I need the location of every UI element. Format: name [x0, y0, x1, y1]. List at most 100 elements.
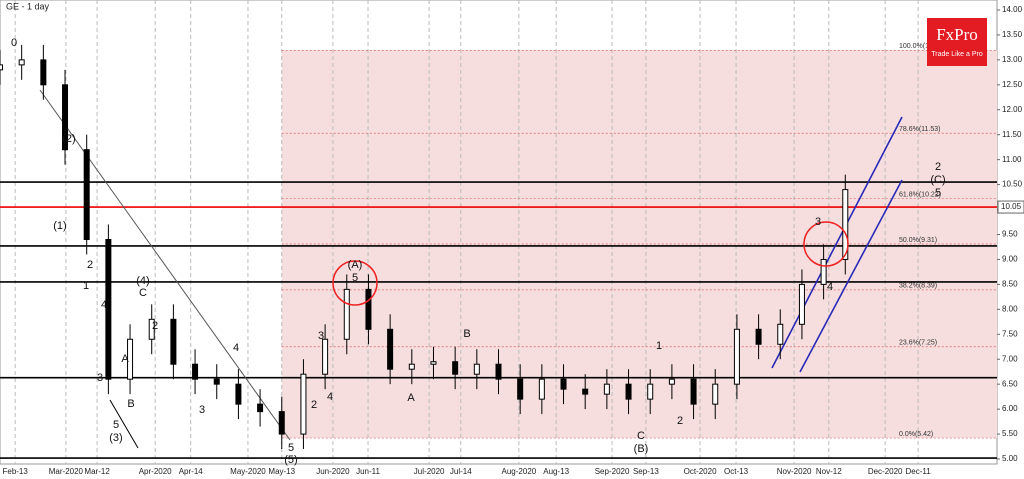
- wave-label: 0: [11, 37, 17, 49]
- trend-line: [39, 89, 291, 441]
- fib-label: 78.6%(11.53): [899, 126, 941, 133]
- x-tick-label: Mar-12: [84, 467, 110, 476]
- x-tick-label: Mar-2020: [49, 467, 84, 476]
- wave-label: 5: [113, 419, 119, 431]
- highlight-circle: [332, 260, 378, 306]
- candle-body: [712, 383, 719, 405]
- y-tick-label: 6.50: [1002, 379, 1018, 388]
- fib-label: 38.2%(8.39): [899, 283, 937, 290]
- candle-body: [430, 361, 437, 365]
- candle-body: [170, 318, 177, 365]
- candle-body: [300, 373, 307, 435]
- y-tick-label: 7.50: [1002, 329, 1018, 338]
- y-tick-label: 8.50: [1002, 279, 1018, 288]
- x-tick-label: Sep-2020: [595, 467, 630, 476]
- wave-label: 3: [199, 404, 205, 416]
- arrow-line: [109, 399, 139, 449]
- wave-label: 1: [83, 280, 89, 292]
- wave-label: 4: [827, 281, 833, 293]
- x-tick-label: May-2020: [230, 467, 266, 476]
- wave-label: C: [637, 430, 645, 442]
- wave-label: (5): [284, 454, 297, 466]
- x-tick-label: Aug-13: [543, 467, 569, 476]
- x-tick-label: Jun-11: [356, 467, 380, 476]
- candle-body: [733, 328, 740, 385]
- candle-body: [343, 288, 350, 340]
- fib-label: 23.6%(7.25): [899, 340, 937, 347]
- x-tick-label: Oct-2020: [684, 467, 717, 476]
- y-tick-label: 8.00: [1002, 304, 1018, 313]
- x-tick-label: Sep-13: [633, 467, 659, 476]
- y-tick-label: 11.00: [1002, 155, 1022, 164]
- candle-body: [127, 338, 134, 380]
- candle-body: [777, 323, 784, 345]
- channel-line: [771, 116, 903, 369]
- candle-body: [278, 411, 285, 435]
- y-tick-label: 14.00: [1002, 5, 1023, 14]
- wave-label: 5: [935, 187, 941, 199]
- wave-label: 4: [101, 299, 107, 311]
- wave-label: (2): [62, 133, 75, 145]
- y-tick-label: 12.00: [1002, 105, 1023, 114]
- candle-body: [820, 258, 827, 285]
- fib-label: 100.0%(13.19): [899, 43, 945, 50]
- y-tick-label: 12.50: [1002, 80, 1023, 89]
- wave-label: (A): [348, 259, 363, 271]
- wave-label: (3): [109, 432, 122, 444]
- wave-label: 2: [311, 399, 317, 411]
- price-box: [997, 200, 1024, 214]
- candle-body: [452, 361, 459, 375]
- wave-label: A: [407, 392, 415, 404]
- y-tick-label: 5.50: [1002, 429, 1018, 438]
- candle-body: [105, 238, 112, 380]
- x-tick-label: Jul-14: [450, 467, 472, 476]
- y-tick-label: 5.00: [1002, 454, 1018, 463]
- candle-body: [0, 64, 3, 71]
- candle-body: [40, 59, 47, 86]
- y-tick-label: 10.50: [1002, 180, 1023, 189]
- candle-body: [62, 84, 69, 151]
- candle-body: [387, 328, 394, 370]
- fib-label: 61.8%(10.22): [899, 191, 941, 198]
- candle-body: [625, 383, 632, 400]
- y-tick-label: 9.50: [1002, 230, 1018, 239]
- candle-body: [408, 363, 415, 370]
- candle-body: [560, 378, 567, 390]
- wave-label: (1): [53, 220, 66, 232]
- candle-body: [235, 383, 242, 405]
- y-tick-label: 9.00: [1002, 255, 1018, 264]
- y-tick-label: 13.50: [1002, 30, 1023, 39]
- x-tick-label: Oct-13: [724, 467, 749, 476]
- wave-label: 1: [656, 340, 662, 352]
- fib-label: 0.0%(5.42): [899, 431, 933, 438]
- candle-body: [148, 318, 155, 340]
- candle-body: [517, 378, 524, 400]
- wave-label: 3: [318, 330, 324, 342]
- candle-body: [647, 383, 654, 400]
- wave-label: C: [139, 287, 147, 299]
- wave-label: (C): [930, 174, 945, 186]
- candle-body: [603, 383, 610, 395]
- y-tick-label: 7.00: [1002, 354, 1018, 363]
- candle-body: [668, 378, 675, 385]
- candle-body: [538, 378, 545, 400]
- y-tick-label: 6.00: [1002, 404, 1018, 413]
- candle-body: [582, 388, 589, 395]
- x-tick-label: Jun-2020: [316, 467, 350, 476]
- candle-body: [365, 288, 372, 330]
- wave-label: 2: [935, 161, 941, 173]
- candle-body: [257, 403, 264, 413]
- wave-label: B: [463, 328, 470, 340]
- x-tick-label: Apr-2020: [139, 467, 172, 476]
- highlight-circle: [803, 221, 849, 267]
- candle-body: [322, 338, 329, 375]
- x-tick-label: Nov-12: [816, 467, 842, 476]
- logo-box: [927, 18, 987, 66]
- fib-label: 50.0%(9.31): [899, 237, 937, 244]
- wave-label: 4: [233, 342, 239, 354]
- wave-label: 2: [152, 320, 158, 332]
- x-tick-label: Dec-11: [906, 467, 932, 476]
- wave-label: 3: [815, 216, 821, 228]
- wave-label: B: [127, 398, 134, 410]
